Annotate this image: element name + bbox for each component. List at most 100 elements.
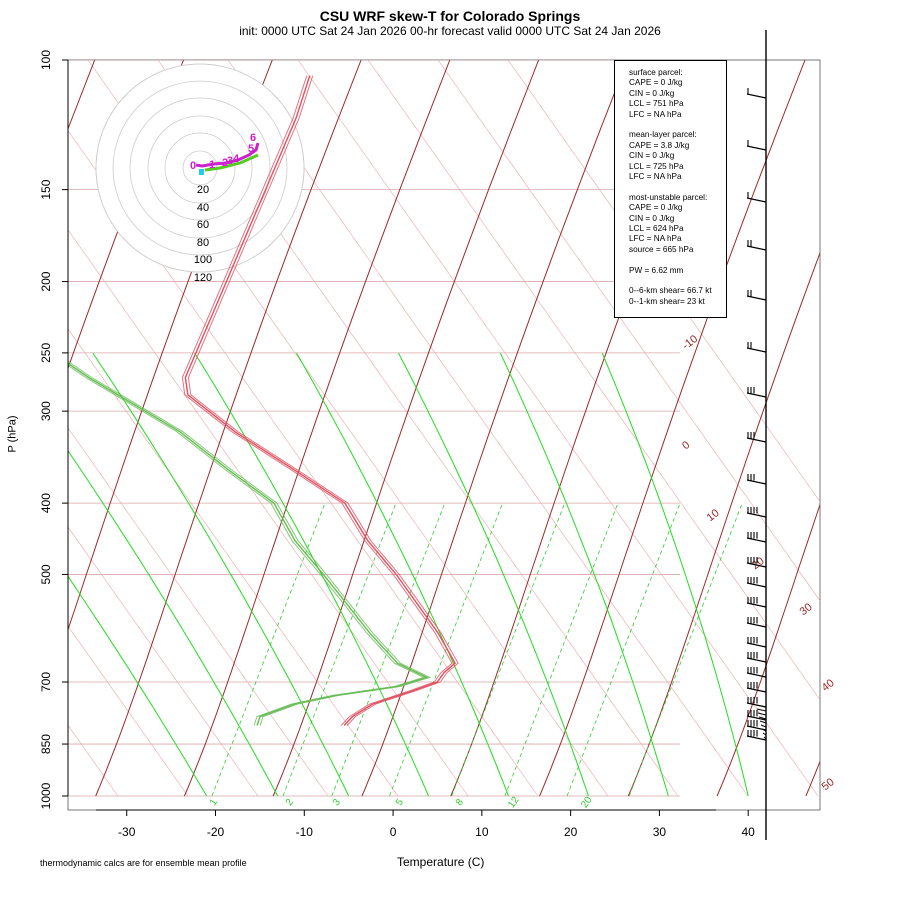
- hodograph-height-label: 4: [233, 153, 240, 165]
- dewpoint-profile-line: [68, 362, 429, 726]
- x-tick-label: 20: [564, 825, 578, 839]
- isotherm-line: [68, 60, 184, 370]
- hodograph-ring-label: 40: [197, 202, 209, 214]
- y-tick-label: 200: [39, 271, 53, 291]
- x-tick-label: -30: [118, 825, 136, 839]
- mean-layer-lfc: LFC = NA hPa: [629, 172, 682, 182]
- wind-barb-low: [759, 720, 767, 724]
- wind-barb-low: [755, 704, 767, 708]
- moist-adiabat: [194, 352, 430, 797]
- isotherm-line: [361, 60, 628, 797]
- moist-adiabat: [68, 449, 279, 797]
- wind-barb: [746, 672, 767, 678]
- moist-adiabat: [601, 352, 749, 797]
- wind-barb-low: [761, 728, 767, 732]
- isotherm-line: [68, 60, 273, 632]
- wind-barb: [746, 642, 767, 648]
- most-unstable-header: most-unstable parcel:: [629, 192, 708, 202]
- shear-0-6km: 0--6-km shear= 66.7 kt: [629, 286, 712, 296]
- most-unstable-source: source = 665 hPa: [629, 244, 694, 254]
- wind-barb: [746, 562, 767, 568]
- wind-barb-low: [760, 724, 767, 728]
- mean-layer-lcl: LCL = 725 hPa: [629, 161, 684, 171]
- surface-lcl: LCL = 751 hPa: [629, 99, 684, 109]
- hodograph-height-label: 6: [250, 132, 256, 144]
- dry-adiabat: [367, 60, 820, 701]
- temperature-profile-line: [184, 75, 456, 726]
- hodograph-ring-label: 60: [197, 219, 209, 231]
- wind-barb: [746, 582, 767, 588]
- hodograph-trace: [195, 142, 260, 168]
- wind-barb: [746, 602, 767, 608]
- isotherm-line: [539, 60, 806, 797]
- hodograph-trace-ensemble: [204, 153, 259, 172]
- mixing-ratio-label: 12: [506, 794, 522, 810]
- wind-barb: [746, 347, 767, 353]
- hodograph-height-label: 5: [248, 143, 254, 155]
- isotherm-label: 50: [820, 776, 837, 793]
- dry-adiabat: [68, 427, 329, 797]
- mixing-ratio-line: [504, 502, 619, 797]
- wind-barb: [746, 245, 767, 251]
- wind-barb: [746, 145, 767, 151]
- isotherm-line: [716, 503, 820, 797]
- hodograph-ring-label: 100: [194, 254, 212, 266]
- surface-cape: CAPE = 0 J/kg: [629, 78, 683, 88]
- y-tick-label: 150: [39, 179, 53, 199]
- shear-0-1km: 0--1-km shear= 23 kt: [629, 296, 705, 306]
- hodograph-ring-label: 20: [197, 184, 209, 196]
- wind-barb: [746, 197, 767, 203]
- dry-adiabat: [68, 328, 399, 797]
- wind-barb: [746, 657, 767, 663]
- y-tick-label: 700: [39, 672, 53, 692]
- wind-barb: [746, 295, 767, 301]
- wind-barb: [746, 437, 767, 443]
- dry-adiabat: [68, 526, 259, 797]
- hodograph-ring-label: 80: [197, 237, 209, 249]
- mixing-ratio-line: [451, 502, 566, 797]
- y-tick-label: 1000: [39, 782, 53, 809]
- mixing-ratio-label: 3: [331, 797, 343, 808]
- parcel-stats-box: surface parcel: CAPE = 0 J/kg CIN = 0 J/…: [614, 60, 727, 318]
- most-unstable-cin: CIN = 0 J/kg: [629, 213, 675, 223]
- wind-barb-low: [757, 712, 767, 716]
- x-tick-label: 10: [475, 825, 489, 839]
- y-axis-label: P (hPa): [6, 415, 19, 453]
- mixing-ratio-line: [389, 502, 503, 797]
- hodograph-ring: [95, 63, 305, 273]
- moist-adiabat: [68, 575, 208, 797]
- wind-barb: [746, 622, 767, 628]
- mixing-ratio-label: 1: [208, 797, 220, 808]
- hodograph-ring: [164, 132, 236, 204]
- moist-adiabat: [92, 352, 350, 797]
- hodograph-height-label: 0: [190, 160, 196, 172]
- y-tick-label: 850: [39, 734, 53, 754]
- hodograph-ring: [129, 97, 271, 239]
- footnote: thermodynamic calcs are for ensemble mea…: [40, 858, 247, 868]
- y-tick-label: 100: [39, 50, 53, 70]
- hodograph-height-label: 3: [227, 155, 233, 167]
- wind-barb: [746, 537, 767, 543]
- isotherm-line: [95, 60, 362, 797]
- precipitable-water: PW = 6.62 mm: [629, 265, 684, 275]
- most-unstable-cape: CAPE = 0 J/kg: [629, 203, 683, 213]
- wind-barb-low: [762, 732, 767, 736]
- dry-adiabat: [297, 60, 819, 797]
- hodograph-height-label: 1: [209, 159, 215, 171]
- x-tick-label: 0: [390, 825, 397, 839]
- y-tick-label: 300: [39, 401, 53, 421]
- y-tick-label: 400: [39, 493, 53, 513]
- hodograph-ring: [112, 80, 288, 256]
- hodograph-height-label: 2: [222, 157, 228, 169]
- most-unstable-lcl: LCL = 624 hPa: [629, 224, 684, 234]
- mixing-ratio-line: [566, 502, 681, 797]
- isotherm-line: [183, 60, 451, 797]
- isotherm-line: [627, 251, 820, 797]
- isotherm-label: 40: [820, 677, 837, 694]
- wind-barb: [746, 715, 767, 721]
- hodograph-surface-marker: [199, 169, 204, 175]
- chart-subtitle: init: 0000 UTC Sat 24 Jan 2026 00-hr for…: [239, 24, 661, 38]
- isotherm-line: [450, 60, 717, 797]
- y-tick-label: 250: [39, 343, 53, 363]
- surface-lfc: LFC = NA hPa: [629, 109, 682, 119]
